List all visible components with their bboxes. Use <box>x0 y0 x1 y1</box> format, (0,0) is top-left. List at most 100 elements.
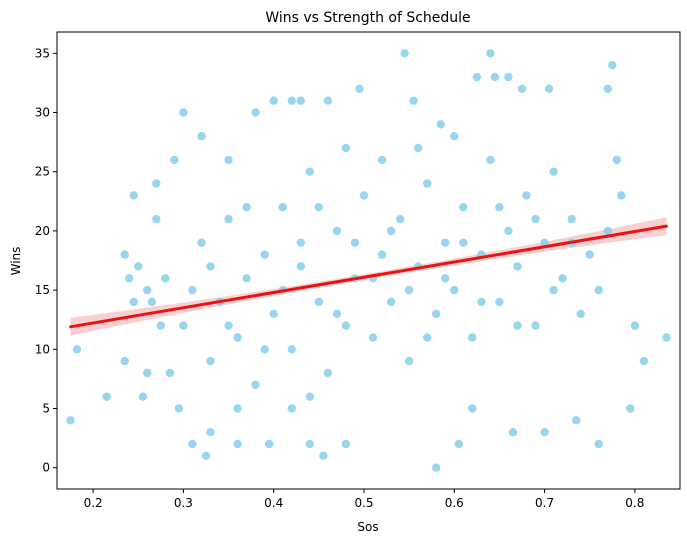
data-point <box>585 250 594 259</box>
y-tick-label: 30 <box>35 106 50 120</box>
data-point <box>572 416 581 425</box>
data-point <box>134 262 143 271</box>
data-point <box>174 404 184 413</box>
data-point <box>414 143 423 153</box>
data-point <box>156 321 165 330</box>
data-point <box>441 274 450 283</box>
data-point <box>224 321 233 330</box>
data-point <box>531 321 540 330</box>
data-point <box>459 203 468 212</box>
data-point <box>278 203 287 212</box>
data-point <box>72 345 82 354</box>
data-point <box>508 428 518 437</box>
y-tick-label: 10 <box>35 342 50 356</box>
data-point <box>260 250 269 259</box>
regression-line <box>69 224 668 329</box>
data-point <box>233 333 242 342</box>
data-point <box>441 238 450 247</box>
data-point <box>472 72 481 82</box>
data-point <box>341 143 351 153</box>
data-point <box>296 96 305 105</box>
data-point <box>617 191 626 200</box>
data-point <box>332 309 342 318</box>
data-point <box>233 439 242 449</box>
data-point <box>201 451 211 460</box>
x-axis-label: Sos <box>357 520 378 534</box>
data-point <box>549 285 558 295</box>
x-tick-label: 0.6 <box>445 496 464 510</box>
data-point <box>386 226 396 236</box>
data-point <box>404 356 414 366</box>
x-tick-label: 0.7 <box>535 496 554 510</box>
data-point <box>409 96 418 105</box>
data-point <box>594 285 603 295</box>
data-point <box>355 84 364 94</box>
data-point <box>242 274 251 283</box>
data-point <box>423 179 432 188</box>
data-point <box>400 49 409 58</box>
data-point <box>152 179 161 188</box>
data-point <box>120 250 129 259</box>
x-tick-label: 0.3 <box>174 496 193 510</box>
data-point <box>206 262 215 271</box>
data-point <box>314 297 323 307</box>
data-point <box>639 356 649 366</box>
data-point <box>165 368 175 378</box>
data-point <box>608 60 617 70</box>
data-point <box>269 309 278 318</box>
data-point <box>129 297 138 307</box>
y-tick-label: 5 <box>42 401 50 415</box>
data-point <box>287 404 296 413</box>
data-point <box>630 321 640 330</box>
chart-title: Wins vs Strength of Schedule <box>265 10 470 26</box>
data-point <box>296 262 305 271</box>
data-point <box>450 285 459 295</box>
data-point <box>540 238 549 247</box>
data-point <box>120 356 129 366</box>
data-point <box>102 392 111 401</box>
data-point <box>540 428 549 437</box>
data-point <box>161 274 170 283</box>
data-point <box>66 416 75 425</box>
data-point <box>377 250 387 259</box>
data-point <box>486 155 495 165</box>
data-point <box>432 309 441 318</box>
data-point <box>147 297 156 307</box>
data-point <box>522 191 531 200</box>
data-point <box>138 392 147 401</box>
data-point <box>404 285 414 295</box>
data-point <box>603 226 612 236</box>
y-axis-label: Wins <box>9 247 23 276</box>
data-point <box>197 238 206 247</box>
data-point <box>490 72 500 82</box>
data-point <box>233 404 242 413</box>
data-point <box>260 345 269 354</box>
data-point <box>454 439 463 449</box>
data-point <box>359 191 369 200</box>
x-tick-label: 0.5 <box>354 496 373 510</box>
data-point <box>251 108 260 117</box>
data-point <box>395 214 405 224</box>
data-point <box>314 203 323 212</box>
data-point <box>251 380 260 389</box>
data-point <box>486 49 495 58</box>
data-point <box>495 297 504 307</box>
data-point <box>495 203 504 212</box>
x-tick-label: 0.8 <box>625 496 644 510</box>
data-point <box>305 167 314 176</box>
data-point <box>576 309 585 318</box>
data-point <box>265 439 274 449</box>
data-point <box>350 238 360 247</box>
data-point <box>468 404 477 413</box>
data-point <box>224 214 233 224</box>
data-point <box>188 285 197 295</box>
y-tick-label: 25 <box>35 165 50 179</box>
data-point <box>423 333 432 342</box>
data-point <box>305 439 314 449</box>
data-point <box>224 155 233 165</box>
data-point <box>612 155 621 165</box>
data-point <box>513 321 522 330</box>
data-point <box>179 108 188 117</box>
